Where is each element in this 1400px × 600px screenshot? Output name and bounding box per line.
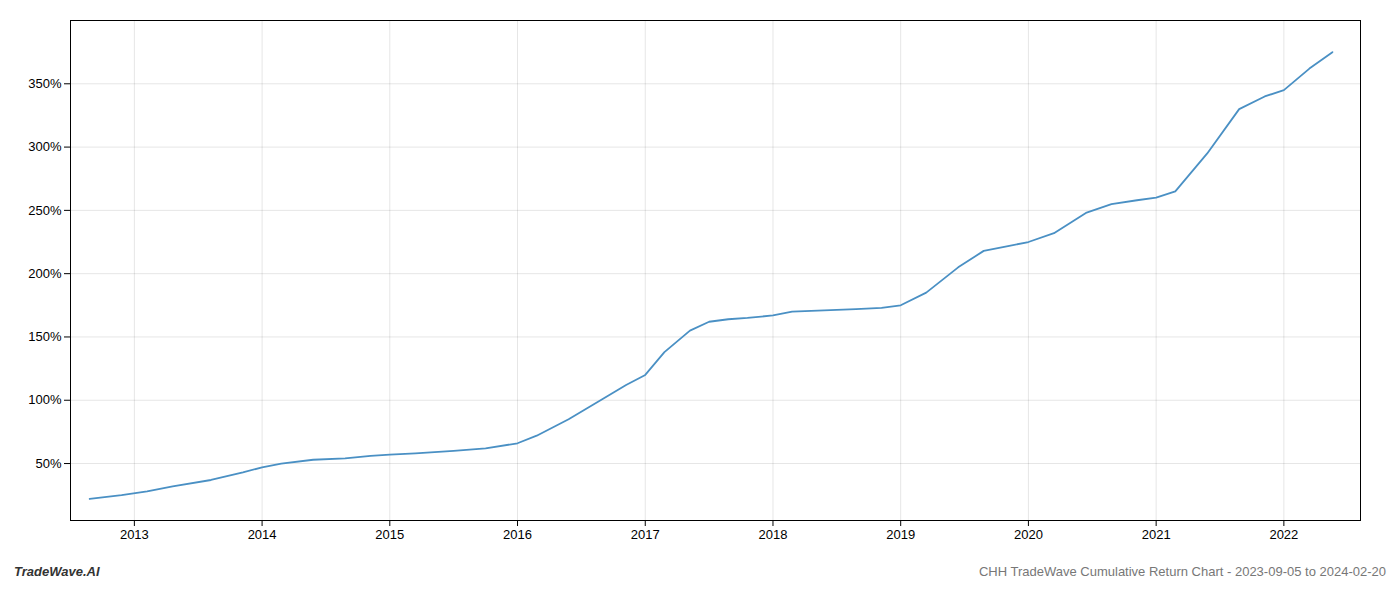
svg-text:2021: 2021 <box>1142 527 1171 542</box>
svg-text:200%: 200% <box>28 266 62 281</box>
svg-text:2017: 2017 <box>631 527 660 542</box>
svg-text:150%: 150% <box>28 329 62 344</box>
svg-text:2020: 2020 <box>1014 527 1043 542</box>
svg-text:2013: 2013 <box>120 527 149 542</box>
svg-text:250%: 250% <box>28 203 62 218</box>
svg-text:300%: 300% <box>28 139 62 154</box>
svg-text:2016: 2016 <box>503 527 532 542</box>
svg-text:100%: 100% <box>28 392 62 407</box>
svg-text:350%: 350% <box>28 76 62 91</box>
svg-text:2015: 2015 <box>375 527 404 542</box>
svg-text:2014: 2014 <box>248 527 277 542</box>
html-text:TradeWave.AI: TradeWave.AI <box>14 564 100 579</box>
svg-text:50%: 50% <box>35 456 61 471</box>
svg-text:2018: 2018 <box>759 527 788 542</box>
svg-text:2022: 2022 <box>1269 527 1298 542</box>
svg-text:2019: 2019 <box>886 527 915 542</box>
html-text:CHH TradeWave Cumulative Retur: CHH TradeWave Cumulative Return Chart - … <box>978 564 1386 579</box>
